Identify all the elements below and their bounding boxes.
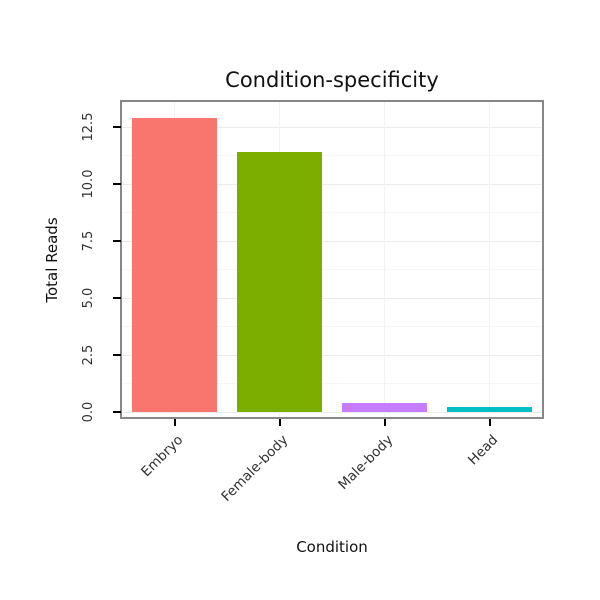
y-tick-mark xyxy=(113,126,121,129)
gridline-minor xyxy=(122,326,542,328)
plot-area xyxy=(122,102,542,417)
y-tick-label: 12.5 xyxy=(81,112,96,142)
y-tick-mark xyxy=(113,240,121,243)
bar-male-body xyxy=(341,403,428,413)
gridline-vertical xyxy=(489,102,490,417)
chart-title: Condition-specificity xyxy=(225,68,439,92)
x-tick-mark xyxy=(488,419,491,426)
x-tick-label-head: Head xyxy=(464,432,501,469)
gridline-major xyxy=(122,240,542,242)
y-axis-title: Total Reads xyxy=(43,217,61,303)
y-tick-label: 2.5 xyxy=(81,345,96,366)
plot-panel xyxy=(120,100,544,419)
gridline-major xyxy=(122,183,542,185)
gridline-minor xyxy=(122,269,542,271)
y-tick-label: 7.5 xyxy=(81,230,96,252)
gridline-major xyxy=(122,354,542,356)
x-tick-mark xyxy=(278,419,281,426)
x-tick-label-male-body: Male-body xyxy=(334,432,396,493)
gridline-vertical xyxy=(384,102,385,417)
bar-head xyxy=(446,406,533,413)
gridline-minor xyxy=(122,155,542,157)
bar-embryo xyxy=(131,117,218,413)
y-tick-mark xyxy=(113,411,121,414)
x-tick-mark xyxy=(173,419,176,426)
bar-female-body xyxy=(236,152,323,413)
y-tick-label: 5.0 xyxy=(81,287,96,309)
x-axis-title: Condition xyxy=(296,538,368,556)
x-tick-mark xyxy=(383,419,386,426)
gridline-major xyxy=(122,297,542,299)
gridline-minor xyxy=(122,212,542,214)
y-tick-mark xyxy=(113,183,121,186)
y-tick-mark xyxy=(113,354,121,357)
y-tick-label: 0.0 xyxy=(81,402,96,423)
gridline-major xyxy=(122,126,542,128)
gridline-minor xyxy=(122,383,542,385)
y-tick-label: 10.0 xyxy=(81,169,96,199)
gridline-major xyxy=(122,411,542,413)
x-tick-label-embryo: Embryo xyxy=(137,432,186,481)
x-tick-label-female-body: Female-body xyxy=(217,432,291,505)
y-tick-mark xyxy=(113,297,121,300)
